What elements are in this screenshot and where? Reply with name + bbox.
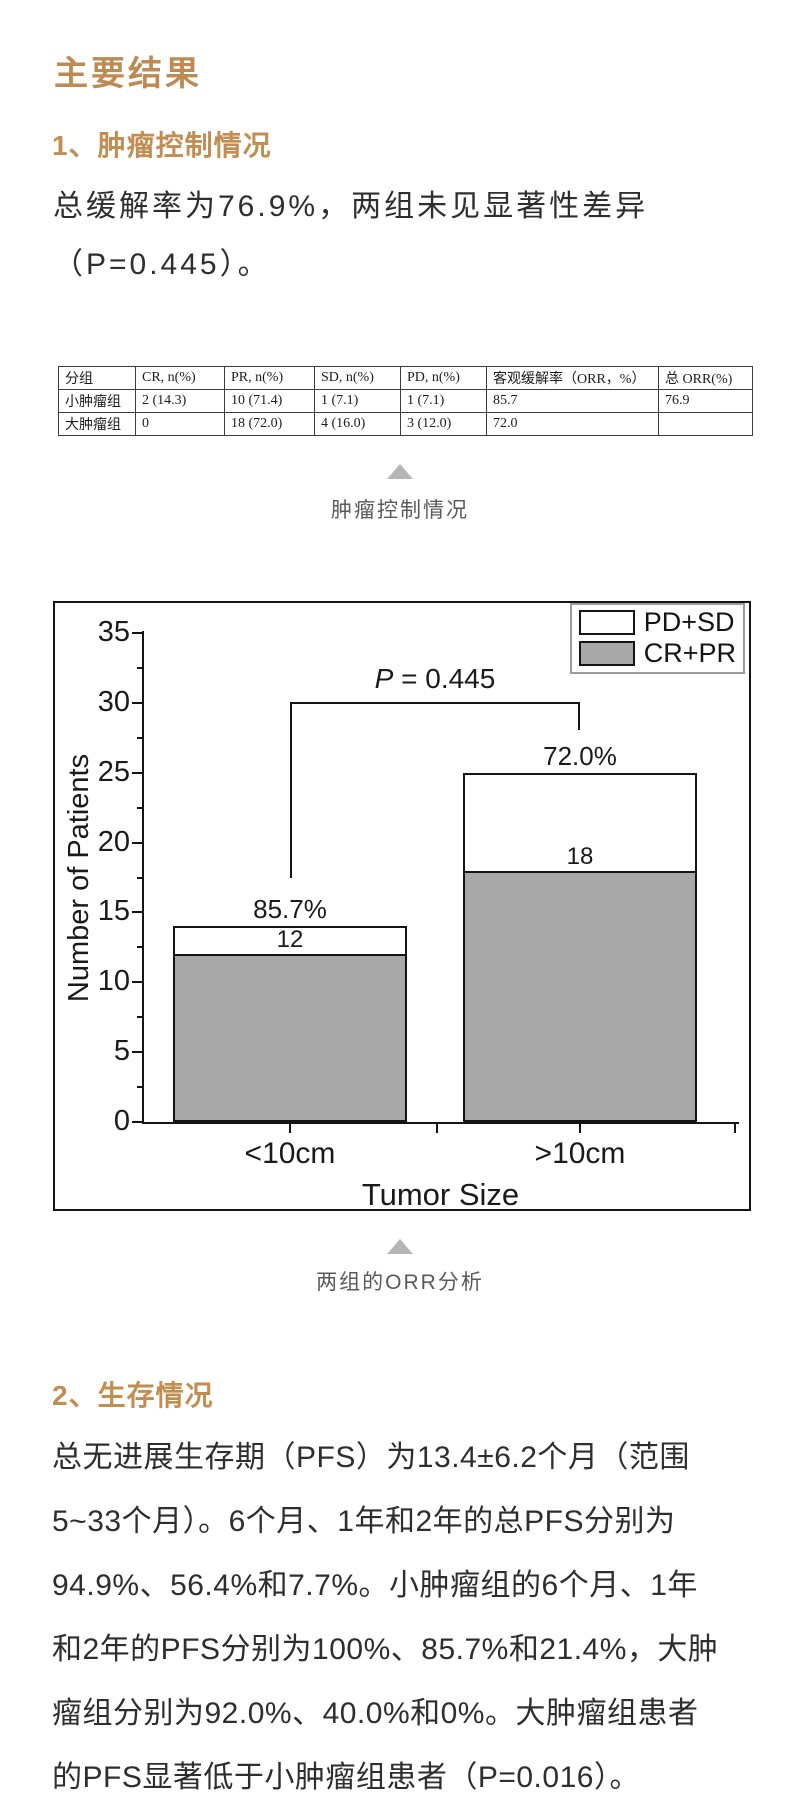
orr-bar-chart: PD+SD CR+PR 0 5 10 15 20 25 30 35 <10cm >10cm Tumor… <box>53 601 751 1212</box>
table-cell <box>658 412 753 436</box>
legend-label: CR+PR <box>643 638 736 668</box>
y-tick-label: 15 <box>97 895 130 928</box>
table-cell: 72.0 <box>486 412 659 436</box>
y-axis-tick <box>132 632 144 634</box>
y-tick-label: 10 <box>97 965 130 998</box>
p-value-number: = 0.445 <box>393 662 496 694</box>
figure-marker-triangle-icon <box>387 464 413 479</box>
y-axis-tick <box>132 1051 144 1054</box>
table-cell: SD, n(%) <box>314 366 401 390</box>
paragraph-line: 的PFS显著低于小肿瘤组患者（P=0.016）。 <box>52 1761 640 1794</box>
table-cell: 1 (7.1) <box>400 389 487 413</box>
table-cell: 0 <box>135 412 225 436</box>
table-cell: PR, n(%) <box>224 366 315 390</box>
table-cell: CR, n(%) <box>135 366 225 390</box>
x-axis-tick <box>734 1124 736 1133</box>
y-tick-label: 25 <box>97 755 130 788</box>
table-cell: 18 (72.0) <box>224 412 315 436</box>
chart-legend: PD+SD CR+PR <box>569 603 745 674</box>
bar-segment-cr-pr <box>463 870 697 1122</box>
y-axis-minor-tick <box>137 1016 144 1019</box>
paragraph-line: （P=0.445）。 <box>53 248 271 281</box>
paragraph-line: 94.9%、56.4%和7.7%。小肿瘤组的6个月、1年 <box>52 1569 698 1602</box>
table-cell: 1 (7.1) <box>314 389 401 413</box>
results-table: 分组 CR, n(%) PR, n(%) SD, n(%) PD, n(%) 客观缓解率（… <box>58 366 753 436</box>
y-axis-tick <box>132 911 144 914</box>
legend-label: PD+SD <box>643 607 735 637</box>
x-axis-tick <box>289 1124 291 1133</box>
results-table-wrap: 分组 CR, n(%) PR, n(%) SD, n(%) PD, n(%) 客观缓解率（… <box>58 366 753 436</box>
y-axis-tick <box>132 841 144 844</box>
table-cell: 客观缓解率（ORR，%） <box>486 366 659 390</box>
bar-percent-label: 85.7% <box>253 894 327 925</box>
section-2-heading: 2、生存情况 <box>52 1380 214 1411</box>
y-axis-minor-tick <box>137 666 144 669</box>
table-header-row: 分组 CR, n(%) PR, n(%) SD, n(%) PD, n(%) 客观缓解率（… <box>58 366 753 390</box>
figure-marker-triangle-icon <box>387 1239 413 1254</box>
bar-count-label: 12 <box>276 926 304 954</box>
x-tick-label: <10cm <box>244 1137 336 1170</box>
x-axis-line <box>142 1122 739 1124</box>
legend-entry: PD+SD <box>578 607 736 637</box>
bar-count-label: 18 <box>566 842 594 870</box>
paragraph-line: 瘤组分别为92.0%、40.0%和0%。大肿瘤组患者 <box>52 1697 699 1730</box>
bracket-left-drop <box>290 701 292 878</box>
table-cell: 4 (16.0) <box>314 412 401 436</box>
legend-entry: CR+PR <box>578 638 736 668</box>
table-cell: 85.7 <box>486 389 659 413</box>
y-tick-label: 5 <box>113 1035 130 1068</box>
p-value-symbol: P <box>374 662 394 694</box>
y-axis-minor-tick <box>137 946 144 949</box>
y-axis-tick <box>132 771 144 774</box>
y-axis-tick <box>132 981 144 984</box>
y-axis-minor-tick <box>137 1086 144 1089</box>
chart-caption: 两组的ORR分析 <box>316 1271 484 1294</box>
bar-percent-label: 72.0% <box>543 740 617 771</box>
table-caption: 肿瘤控制情况 <box>331 499 469 522</box>
y-tick-label: 20 <box>97 825 130 858</box>
table-cell: 总 ORR(%) <box>658 366 753 390</box>
y-axis-tick <box>132 1121 144 1123</box>
y-axis-minor-tick <box>137 806 144 809</box>
bar-segment-pd-sd <box>463 772 697 873</box>
paragraph-line: 总缓解率为76.9%，两组未见显著性差异 <box>53 190 649 223</box>
section-1-heading: 1、肿瘤控制情况 <box>52 130 272 161</box>
y-axis-tick <box>132 701 144 704</box>
bracket-horizontal <box>290 701 580 704</box>
y-tick-label: 35 <box>97 616 130 648</box>
table-cell: 2 (14.3) <box>135 389 225 413</box>
paragraph-line: 和2年的PFS分别为100%、85.7%和21.4%，大肿 <box>52 1633 719 1666</box>
y-axis-minor-tick <box>137 736 144 739</box>
table-cell: 小肿瘤组 <box>58 389 136 413</box>
x-axis-tick <box>579 1124 581 1133</box>
table-cell: 10 (71.4) <box>224 389 315 413</box>
y-axis-minor-tick <box>137 876 144 879</box>
legend-swatch-icon <box>578 641 635 666</box>
table-cell: 分组 <box>58 366 136 390</box>
page-title: 主要结果 <box>54 56 202 93</box>
section-1-paragraph: 总缓解率为76.9%，两组未见显著性差异 （P=0.445）。 <box>53 178 753 294</box>
legend-swatch-icon <box>578 610 635 635</box>
table-row: 大肿瘤组 0 18 (72.0) 4 (16.0) 3 (12.0) 72.0 <box>58 412 753 436</box>
y-tick-label: 30 <box>97 685 130 718</box>
x-axis-tick <box>436 1124 438 1133</box>
bracket-right-drop <box>578 701 580 730</box>
y-axis-title: Number of Patients <box>63 753 95 1003</box>
table-cell: 大肿瘤组 <box>58 412 136 436</box>
x-tick-label: >10cm <box>534 1137 626 1170</box>
paragraph-line: 总无进展生存期（PFS）为13.4±6.2个月（范围 <box>52 1441 690 1474</box>
table-cell: PD, n(%) <box>400 366 487 390</box>
y-tick-label: 0 <box>113 1105 130 1137</box>
section-2-paragraph: 总无进展生存期（PFS）为13.4±6.2个月（范围 5~33个月）。6个月、1年… <box>52 1426 758 1805</box>
table-cell: 76.9 <box>658 389 753 413</box>
p-value-annotation: P = 0.445 <box>290 663 580 695</box>
table-cell: 3 (12.0) <box>400 412 487 436</box>
x-axis-title: Tumor Size <box>361 1177 520 1212</box>
paragraph-line: 5~33个月）。6个月、1年和2年的总PFS分别为 <box>52 1505 676 1538</box>
bar-segment-cr-pr <box>173 954 407 1122</box>
table-row: 小肿瘤组 2 (14.3) 10 (71.4) 1 (7.1) 1 (7.1) 85.7 7… <box>58 389 753 413</box>
